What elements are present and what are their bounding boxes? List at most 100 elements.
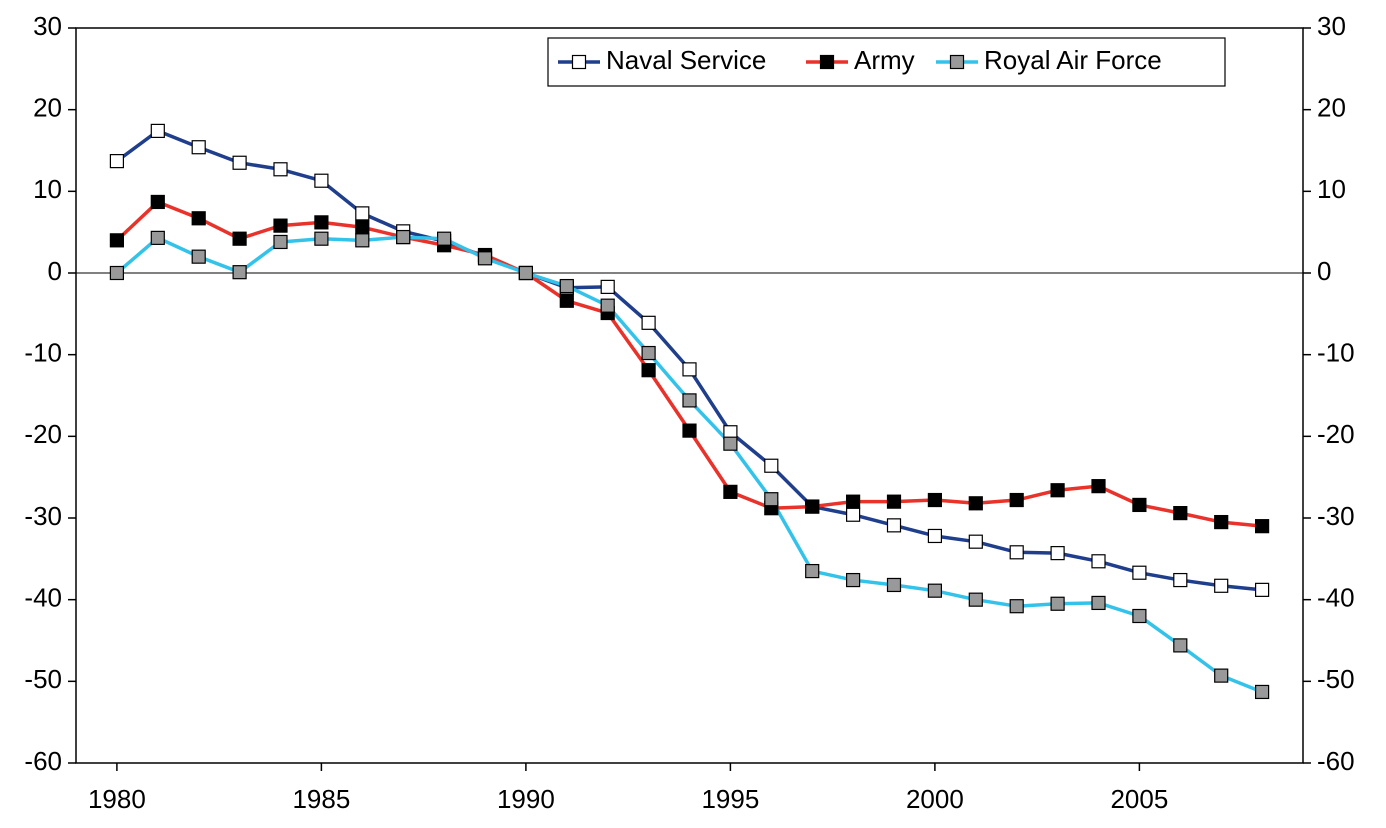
- series-line: [115, 235, 1263, 694]
- y2-tick-label: 0: [1317, 256, 1331, 286]
- y-tick-label: 10: [33, 174, 62, 204]
- marker: [886, 518, 902, 533]
- marker: [1254, 582, 1270, 597]
- marker: [559, 293, 574, 308]
- marker: [600, 279, 615, 294]
- x-tick-label: 1985: [292, 784, 350, 814]
- legend-label: Naval Service: [606, 45, 766, 75]
- y-tick-label: -10: [24, 338, 62, 368]
- y2-tick-label: -50: [1317, 664, 1355, 694]
- marker: [927, 583, 943, 598]
- legend-marker: [949, 54, 965, 70]
- marker: [437, 231, 452, 246]
- marker: [1173, 572, 1188, 588]
- marker: [1173, 506, 1188, 521]
- marker: [273, 234, 288, 250]
- marker: [1091, 554, 1106, 569]
- marker: [886, 577, 902, 593]
- marker: [1254, 684, 1270, 700]
- y2-tick-label: -60: [1317, 746, 1355, 776]
- marker: [600, 298, 615, 313]
- y-tick-label: -40: [24, 583, 62, 613]
- marker: [1214, 514, 1229, 530]
- marker: [109, 233, 125, 248]
- marker: [232, 265, 247, 280]
- marker: [1173, 638, 1188, 653]
- y-tick-label: -20: [24, 419, 62, 449]
- marker: [1214, 668, 1229, 683]
- x-tick-label: 1980: [88, 784, 146, 814]
- y-tick-label: 30: [33, 11, 62, 41]
- x-tick-label: 2005: [1110, 784, 1168, 814]
- marker: [723, 436, 738, 451]
- marker: [518, 265, 534, 281]
- x-tick-label: 1995: [701, 784, 759, 814]
- marker: [927, 492, 943, 508]
- marker: [150, 123, 165, 139]
- marker: [968, 592, 983, 607]
- marker: [1132, 608, 1147, 624]
- y2-tick-label: -30: [1317, 501, 1355, 531]
- marker: [273, 218, 288, 233]
- marker: [396, 229, 411, 245]
- marker: [682, 362, 697, 377]
- marker: [1009, 599, 1024, 614]
- marker: [355, 220, 370, 235]
- marker: [1132, 497, 1147, 513]
- marker: [1009, 545, 1024, 560]
- plot-frame: [75, 27, 1304, 764]
- marker: [764, 458, 779, 473]
- marker: [1009, 492, 1024, 508]
- marker: [355, 206, 370, 221]
- marker: [314, 231, 329, 246]
- y2-tick-label: 20: [1317, 93, 1346, 123]
- y2-tick-label: -20: [1317, 419, 1355, 449]
- marker: [682, 423, 697, 438]
- marker: [109, 154, 125, 169]
- marker: [150, 194, 165, 210]
- marker: [641, 345, 656, 361]
- marker: [1254, 519, 1270, 534]
- y-tick-label: 20: [33, 93, 62, 123]
- marker: [805, 563, 820, 579]
- marker: [1214, 578, 1229, 593]
- marker: [1050, 483, 1065, 498]
- x-tick-label: 2000: [906, 784, 964, 814]
- marker: [845, 507, 861, 522]
- y2-tick-label: -10: [1317, 338, 1355, 368]
- marker: [191, 211, 206, 226]
- marker: [1091, 479, 1106, 494]
- marker: [559, 278, 574, 294]
- marker: [191, 249, 206, 264]
- y-tick-label: -50: [24, 664, 62, 694]
- marker: [764, 492, 779, 507]
- legend-box: [547, 37, 1226, 87]
- marker: [886, 494, 902, 509]
- y-tick-label: -60: [24, 746, 62, 776]
- marker: [845, 572, 861, 588]
- marker: [845, 494, 861, 509]
- marker: [682, 393, 697, 408]
- marker: [273, 162, 288, 177]
- marker: [641, 315, 656, 330]
- y-tick-label: -30: [24, 501, 62, 531]
- marker: [723, 484, 738, 499]
- legend-marker: [819, 54, 835, 70]
- marker: [314, 173, 329, 188]
- legend-marker: [571, 54, 587, 70]
- marker: [968, 534, 983, 549]
- marker: [968, 496, 983, 511]
- marker: [355, 233, 370, 248]
- marker: [232, 155, 247, 170]
- marker: [191, 140, 206, 155]
- marker: [109, 265, 125, 281]
- marker: [232, 231, 247, 246]
- legend-label: Army: [854, 45, 915, 75]
- marker: [927, 528, 943, 544]
- marker: [805, 499, 820, 514]
- y2-tick-label: 30: [1317, 11, 1346, 41]
- marker: [641, 363, 656, 378]
- marker: [1050, 546, 1065, 561]
- y2-tick-label: 10: [1317, 174, 1346, 204]
